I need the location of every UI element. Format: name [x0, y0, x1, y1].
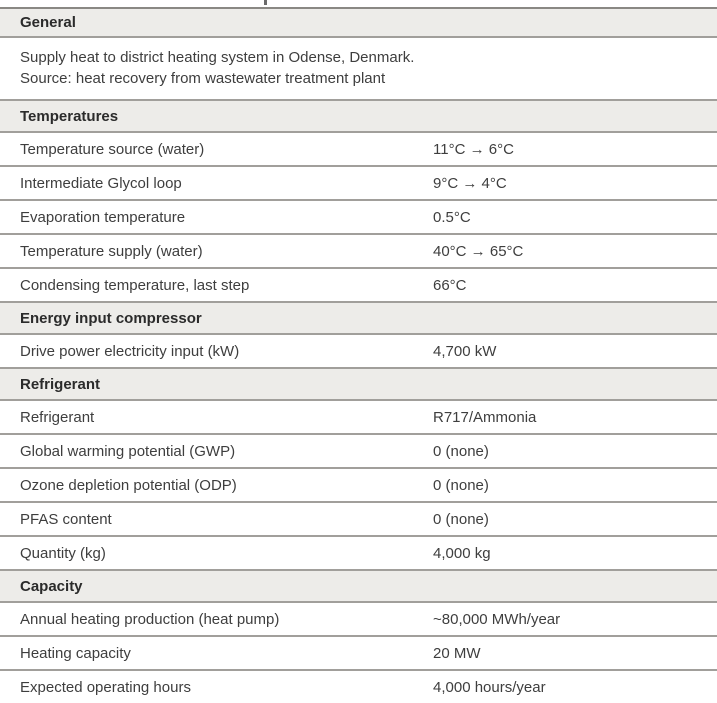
spec-label: Temperature source (water) [20, 140, 205, 158]
spec-row-intermediate-glycol-loop: Intermediate Glycol loop 9°C → 4°C [0, 165, 717, 199]
spec-row-expected-operating-hours: Expected operating hours 4,000 hours/year [0, 669, 717, 703]
spec-row-heating-capacity: Heating capacity 20 MW [0, 635, 717, 669]
spec-row-ozone-depletion-potential-odp: Ozone depletion potential (ODP) 0 (none) [0, 467, 717, 501]
spec-value: 40°C → 65°C [433, 242, 524, 260]
spec-value: 0.5°C [433, 208, 471, 226]
spec-label: Temperature supply (water) [20, 242, 203, 260]
spec-value: 4,700 kW [433, 342, 497, 360]
description-line: Source: heat recovery from wastewater tr… [20, 70, 386, 87]
section-title: Temperatures [20, 107, 119, 125]
spec-row-annual-heating-production-heat-pump: Annual heating production (heat pump) ~80… [0, 601, 717, 635]
spec-value: 4,000 hours/year [433, 678, 546, 696]
spec-value: 4,000 kg [433, 544, 491, 562]
spec-value: 0 (none) [433, 476, 489, 494]
section-description: Supply heat to district heating system i… [0, 36, 717, 99]
spec-row-condensing-temperature-last-step: Condensing temperature, last step 66°C [0, 267, 717, 301]
spec-value: 9°C → 4°C [433, 174, 507, 192]
spec-label: Heating capacity [20, 644, 131, 662]
section-title: General [20, 14, 76, 31]
section-header-general: General [0, 7, 717, 36]
spec-label: Quantity (kg) [20, 544, 106, 562]
spec-value: 66°C [433, 276, 467, 294]
spec-value: 0 (none) [433, 510, 489, 528]
spec-row-global-warming-potential-gwp: Global warming potential (GWP) 0 (none) [0, 433, 717, 467]
description-line: Supply heat to district heating system i… [20, 49, 415, 66]
crop-remnant-tick [264, 0, 267, 5]
section-header-temperatures: Temperatures [0, 99, 717, 131]
spec-label: Condensing temperature, last step [20, 276, 250, 294]
spec-row-pfas-content: PFAS content 0 (none) [0, 501, 717, 535]
section-title: Energy input compressor [20, 309, 202, 327]
spec-row-drive-power-electricity-input-kw: Drive power electricity input (kW) 4,700 … [0, 333, 717, 367]
section-title: Refrigerant [20, 375, 101, 393]
spec-label: Expected operating hours [20, 678, 191, 696]
spec-value: 20 MW [433, 644, 481, 662]
spec-table: General Supply heat to district heating s… [0, 7, 717, 703]
spec-label: Annual heating production (heat pump) [20, 610, 280, 628]
spec-label: Ozone depletion potential (ODP) [20, 476, 237, 494]
section-header-refrigerant: Refrigerant [0, 367, 717, 399]
section-header-capacity: Capacity [0, 569, 717, 601]
spec-label: Evaporation temperature [20, 208, 186, 226]
spec-value: R717/Ammonia [433, 408, 537, 426]
spec-row-refrigerant: Refrigerant R717/Ammonia [0, 399, 717, 433]
spec-label: PFAS content [20, 510, 112, 528]
crop-remnant-strip [0, 0, 717, 7]
spec-row-temperature-supply-water: Temperature supply (water) 40°C → 65°C [0, 233, 717, 267]
spec-label: Intermediate Glycol loop [20, 174, 182, 192]
spec-row-temperature-source-water: Temperature source (water) 11°C → 6°C [0, 131, 717, 165]
spec-label: Refrigerant [20, 408, 95, 426]
spec-label: Drive power electricity input (kW) [20, 342, 240, 360]
section-title: Capacity [20, 577, 83, 595]
spec-row-evaporation-temperature: Evaporation temperature 0.5°C [0, 199, 717, 233]
spec-label: Global warming potential (GWP) [20, 442, 236, 460]
section-header-energy-input-compressor: Energy input compressor [0, 301, 717, 333]
spec-value: 11°C → 6°C [433, 140, 514, 158]
spec-value: 0 (none) [433, 442, 489, 460]
spec-value: ~80,000 MWh/year [433, 610, 561, 628]
spec-row-quantity-kg: Quantity (kg) 4,000 kg [0, 535, 717, 569]
